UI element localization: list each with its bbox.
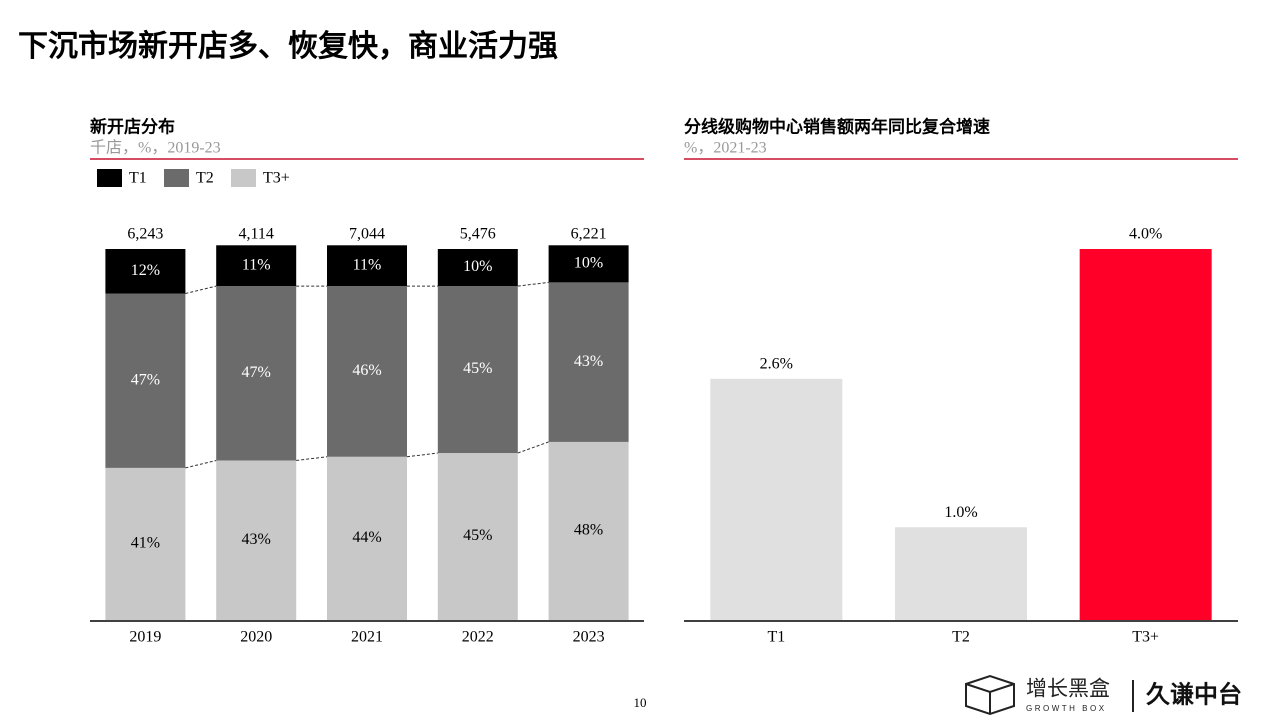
connector	[406, 452, 438, 458]
connector	[517, 441, 549, 454]
bar-segment	[548, 245, 629, 283]
connector	[185, 459, 217, 469]
bar-segment	[105, 293, 186, 468]
data-label: 48%	[574, 522, 603, 539]
data-label: 2.6%	[760, 356, 793, 373]
logo-text: 增长黑盒	[1026, 678, 1110, 701]
bar-segment	[327, 245, 407, 287]
total-label: 6,243	[127, 226, 163, 243]
page-number: 10	[634, 695, 647, 710]
data-label: 45%	[463, 360, 492, 377]
bar-segment	[216, 286, 297, 461]
bar-segment	[105, 249, 186, 294]
logo: 增长黑盒 GROWTH BOX 久谦中台	[965, 674, 1242, 716]
bar-segment	[437, 453, 518, 620]
x-tick-label: 2019	[129, 629, 161, 646]
logo-text: 久谦中台	[1146, 680, 1242, 708]
slide-title: 下沉市场新开店多、恢复快，商业活力强	[18, 29, 558, 63]
data-label: 11%	[242, 256, 271, 273]
chart-title: 分线级购物中心销售额两年同比复合增速	[684, 116, 990, 136]
x-tick-label: 2020	[240, 629, 272, 646]
bar-segment	[216, 245, 297, 287]
bar-segment	[437, 249, 518, 287]
data-label: 4.0%	[1129, 226, 1162, 243]
bar-segment	[437, 286, 518, 454]
bar-segment	[327, 456, 407, 620]
x-tick-label: T2	[952, 629, 970, 646]
data-label: 10%	[574, 255, 603, 272]
data-label: 44%	[352, 529, 381, 546]
data-label: 1.0%	[944, 504, 977, 521]
x-tick-label: 2021	[351, 629, 383, 646]
legend-label: T1	[129, 170, 147, 187]
connector	[185, 285, 217, 295]
bar	[1079, 249, 1212, 620]
x-tick-label: T3+	[1132, 629, 1159, 646]
x-tick-label: 2022	[462, 629, 494, 646]
total-label: 6,221	[571, 226, 607, 243]
legend-swatch	[97, 169, 122, 187]
data-label: 45%	[463, 527, 492, 544]
data-label: 41%	[131, 535, 160, 552]
logo-subtext: GROWTH BOX	[1026, 704, 1107, 713]
bar-segment	[548, 441, 629, 620]
legend-swatch	[231, 169, 256, 187]
chart-subtitle: 千店，%，2019-23	[90, 139, 221, 157]
data-label: 10%	[463, 258, 492, 275]
data-label: 43%	[242, 531, 271, 548]
connector	[517, 281, 549, 287]
logo-icon	[965, 674, 1015, 716]
x-tick-label: 2023	[573, 629, 605, 646]
connector	[296, 456, 328, 461]
chart-title: 新开店分布	[90, 116, 175, 136]
bar-segment	[327, 286, 407, 457]
bar-segment	[548, 282, 629, 442]
bar-segment	[216, 460, 297, 620]
bar	[710, 378, 843, 620]
data-label: 47%	[242, 364, 271, 381]
bar	[895, 527, 1027, 620]
legend-label: T2	[196, 170, 214, 187]
data-label: 12%	[131, 262, 160, 279]
legend-swatch	[164, 169, 189, 187]
total-label: 7,044	[349, 226, 385, 243]
bar-segment	[105, 467, 186, 620]
legend-label: T3+	[263, 170, 290, 187]
total-label: 5,476	[460, 226, 496, 243]
total-label: 4,114	[238, 226, 273, 243]
data-label: 43%	[574, 353, 603, 370]
data-label: 47%	[131, 371, 160, 388]
x-tick-label: T1	[767, 629, 785, 646]
data-label: 11%	[353, 256, 382, 273]
chart-subtitle: %，2021-23	[684, 140, 767, 157]
data-label: 46%	[352, 362, 381, 379]
